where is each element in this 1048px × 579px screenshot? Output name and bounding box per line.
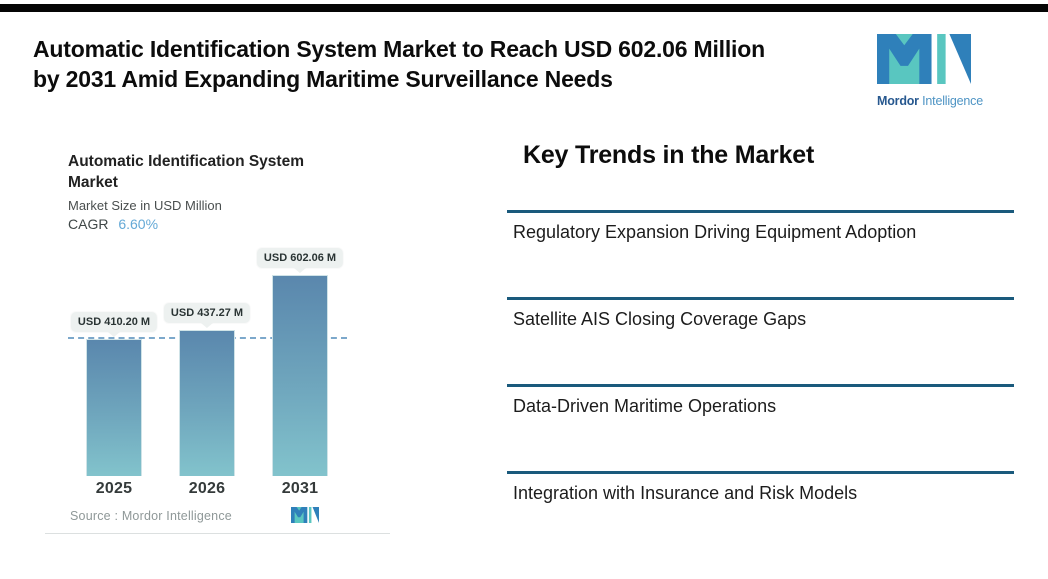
bar-2025 <box>86 339 142 476</box>
trend-item: Data-Driven Maritime Operations <box>513 396 777 416</box>
chart-title: Automatic Identification System Market <box>68 153 304 191</box>
trend-rule <box>507 297 1014 300</box>
brand-name: Mordor Intelligence <box>877 94 987 108</box>
axis-label-2031: 2031 <box>281 480 319 497</box>
cagr-value: 6.60% <box>118 216 159 232</box>
axis-label-2025: 2025 <box>95 480 133 497</box>
mordor-logo-icon-small <box>291 507 319 528</box>
trend-item: Regulatory Expansion Driving Equipment A… <box>513 222 917 242</box>
cagr-label: CAGR <box>68 216 109 232</box>
value-callout-2025: USD 410.20 M <box>70 312 158 332</box>
trends-heading: Key Trends in the Market <box>523 141 815 169</box>
source-note: Source : Mordor Intelligence <box>70 509 232 523</box>
bar-2026 <box>179 330 235 476</box>
trend-rule <box>507 471 1014 474</box>
trend-item: Integration with Insurance and Risk Mode… <box>513 483 858 503</box>
value-callout-2026: USD 437.27 M <box>163 303 251 323</box>
brand-name-light: Intelligence <box>922 94 983 108</box>
trend-item: Satellite AIS Closing Coverage Gaps <box>513 309 807 329</box>
trend-rule <box>507 384 1014 387</box>
mordor-intelligence-logo: Mordor Intelligence <box>877 34 987 108</box>
trend-rule <box>507 210 1014 213</box>
bar-2031 <box>272 275 328 476</box>
cagr-row: CAGR 6.60% <box>68 216 158 232</box>
value-callout-2031: USD 602.06 M <box>256 248 344 268</box>
brand-name-bold: Mordor <box>877 94 919 108</box>
top-black-bar <box>0 4 1048 12</box>
page-title: Automatic Identification System Market t… <box>33 36 765 92</box>
chart-subtitle: Market Size in USD Million <box>68 198 222 213</box>
mordor-logo-icon <box>877 34 987 89</box>
card-divider <box>45 533 390 534</box>
axis-label-2026: 2026 <box>188 480 226 497</box>
